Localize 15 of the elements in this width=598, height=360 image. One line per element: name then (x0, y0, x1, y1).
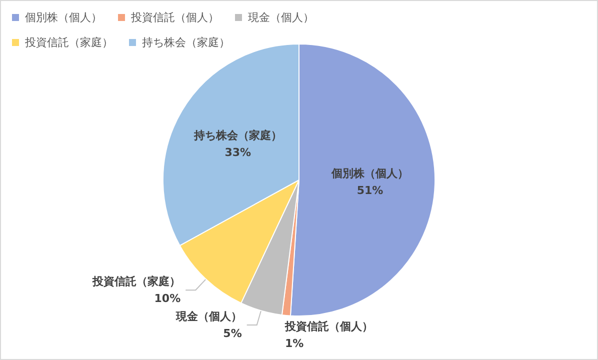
legend-label: 投資信託（家庭） (24, 36, 113, 49)
data-label: 33% (224, 146, 252, 159)
legend-label: 個別株（個人） (25, 11, 102, 24)
data-label: 1% (285, 337, 304, 350)
data-label: 5% (223, 327, 242, 340)
legend-label: 現金（個人） (248, 11, 314, 24)
slice-label: 持ち株会（家庭） (192, 128, 282, 142)
slice-label: 投資信託（家庭） (92, 275, 181, 288)
slice-label: 個別株（個人） (330, 167, 408, 180)
data-label: 51% (356, 184, 384, 198)
slice-label: 投資信託（個人） (284, 320, 373, 334)
legend-label: 持ち株会（家庭） (142, 36, 230, 49)
legend-label: 投資信託（個人） (130, 11, 219, 24)
data-label: 10% (154, 292, 181, 306)
slice-label: 現金（個人） (174, 310, 242, 324)
